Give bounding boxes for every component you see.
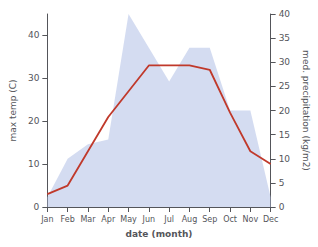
svg-text:10: 10 [28,159,40,169]
svg-text:20: 20 [279,106,291,116]
svg-text:15: 15 [279,130,290,140]
svg-text:0: 0 [279,202,285,212]
svg-text:30: 30 [279,57,291,67]
svg-text:20: 20 [28,116,40,126]
svg-text:Oct: Oct [223,215,237,224]
svg-text:25: 25 [279,81,290,91]
svg-text:date (month): date (month) [126,229,193,239]
svg-text:40: 40 [28,30,40,40]
svg-text:Feb: Feb [61,215,75,224]
svg-text:Aug: Aug [182,215,198,224]
svg-text:Nov: Nov [243,215,259,224]
svg-text:max temp (C): max temp (C) [8,79,18,141]
svg-text:35: 35 [279,33,290,43]
svg-text:0: 0 [34,202,40,212]
svg-text:30: 30 [28,73,40,83]
svg-text:Mar: Mar [80,215,96,224]
svg-text:Dec: Dec [263,215,278,224]
svg-text:Sep: Sep [202,215,217,224]
svg-text:Jun: Jun [142,215,156,224]
svg-text:Jan: Jan [40,215,53,224]
svg-text:Jul: Jul [163,215,174,224]
svg-text:10: 10 [279,154,291,164]
svg-text:Apr: Apr [101,215,116,224]
svg-text:med. precipitation (kg/m2): med. precipitation (kg/m2) [301,50,311,171]
svg-text:May: May [120,215,137,224]
svg-text:5: 5 [279,178,285,188]
svg-text:40: 40 [279,9,291,19]
